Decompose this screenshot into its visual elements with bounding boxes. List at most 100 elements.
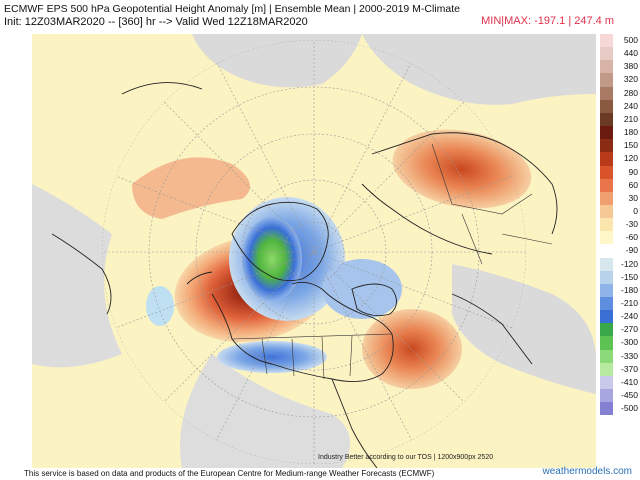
positive-anomaly-north-pacific-arc [132, 157, 250, 219]
legend-label: 500 [623, 35, 638, 45]
legend-label: 30 [628, 192, 638, 203]
legend-row: 150 [600, 139, 640, 153]
coastlines [51, 82, 558, 468]
legend-row: -300 [600, 336, 640, 350]
legend-row: -240 [600, 310, 640, 324]
legend-row: -210 [600, 297, 640, 311]
legend-label: -150 [620, 271, 638, 282]
legend-label: -120 [620, 258, 638, 269]
legend-swatch [600, 218, 613, 232]
legend-swatch [600, 34, 613, 48]
legend-label: -300 [620, 337, 638, 348]
legend-label: -370 [620, 363, 638, 374]
legend-swatch [600, 73, 613, 87]
polar-anomaly-map [32, 34, 596, 468]
lat-lon-grid [102, 40, 526, 464]
legend-swatch [600, 297, 613, 311]
legend-row: -60 [600, 231, 640, 245]
legend-label: -410 [620, 376, 638, 387]
legend-swatch [600, 165, 613, 179]
footer-attribution: This service is based on data and produc… [24, 469, 435, 478]
legend-swatch [600, 362, 613, 376]
legend-swatch [600, 99, 613, 113]
legend-label: 120 [623, 153, 638, 164]
legend-row: -150 [600, 270, 640, 284]
legend-swatch [600, 231, 613, 245]
legend-swatch [600, 139, 613, 153]
legend-label: -60 [625, 232, 638, 243]
legend-swatch [600, 152, 613, 166]
legend-row: 440 [600, 47, 640, 61]
legend-label: -210 [620, 298, 638, 309]
legend-row: -370 [600, 362, 640, 376]
legend-swatch [600, 60, 613, 74]
legend-row: -270 [600, 323, 640, 337]
legend-label: -330 [620, 350, 638, 361]
legend-label: 60 [628, 179, 638, 190]
legend-row: 0 [600, 204, 640, 219]
legend-label: 240 [623, 100, 638, 111]
negative-anomaly-east-pacific [146, 286, 174, 326]
legend-row: -180 [600, 283, 640, 298]
borders [231, 143, 553, 380]
legend-label: 210 [623, 113, 638, 124]
legend-row: -330 [600, 349, 640, 363]
legend-swatch [600, 244, 613, 258]
legend-row: 320 [600, 73, 640, 87]
legend-row: -450 [600, 389, 640, 403]
legend-swatch [600, 126, 613, 140]
footer-brand-link[interactable]: weathermodels.com [542, 466, 632, 477]
legend-row: 180 [600, 126, 640, 140]
legend-row: 210 [600, 112, 640, 127]
legend-label: 150 [623, 140, 638, 151]
legend-swatch [600, 323, 613, 337]
positive-anomaly-east-us [362, 309, 462, 389]
map-credit: Industry Better according to our TOS | 1… [318, 454, 494, 461]
legend-row: 280 [600, 86, 640, 100]
legend-label: 280 [623, 87, 638, 98]
legend-row: -120 [600, 257, 640, 271]
legend-row: -410 [600, 375, 640, 390]
legend-label: -90 [625, 245, 638, 256]
legend-label: 180 [623, 127, 638, 138]
legend-label: 0 [633, 205, 638, 216]
legend-row: 240 [600, 99, 640, 113]
negative-anomaly-central-us [217, 341, 327, 373]
legend-swatch [600, 178, 613, 192]
legend-swatch [600, 270, 613, 284]
chart-title: ECMWF EPS 500 hPa Geopotential Height An… [4, 3, 461, 15]
color-scale-legend: 500 440 380 320 280 240 210 180 150 120 90 60 30 0 -30… [600, 34, 640, 468]
legend-swatch [600, 112, 613, 127]
legend-label: -450 [620, 390, 638, 401]
legend-swatch [600, 375, 613, 390]
legend-row: 60 [600, 178, 640, 192]
legend-swatch [600, 47, 613, 61]
legend-swatch [600, 310, 613, 324]
legend-label: 90 [628, 166, 638, 177]
init-valid-time: Init: 12Z03MAR2020 -- [360] hr --> Valid… [4, 16, 308, 28]
min-max-readout: MIN|MAX: -197.1 | 247.4 m [481, 15, 614, 27]
negative-anomaly-core [242, 217, 302, 301]
legend-label: -240 [620, 311, 638, 322]
legend-label: 380 [623, 61, 638, 72]
legend-swatch [600, 349, 613, 363]
legend-label: -270 [620, 324, 638, 335]
legend-row: 30 [600, 191, 640, 205]
legend-swatch [600, 283, 613, 298]
legend-swatch [600, 389, 613, 403]
legend-row: -30 [600, 218, 640, 232]
legend-swatch [600, 336, 613, 350]
legend-label: 320 [623, 74, 638, 85]
legend-row: -500 [600, 402, 640, 416]
positive-anomaly-eurasia [392, 129, 532, 209]
legend-swatch [600, 204, 613, 219]
legend-row: 500 [600, 34, 640, 48]
legend-row: 90 [600, 165, 640, 179]
legend-row: -90 [600, 244, 640, 258]
legend-label: -180 [620, 284, 638, 295]
legend-swatch [600, 86, 613, 100]
neutral-anomaly-regions [32, 34, 596, 468]
legend-label: 440 [623, 48, 638, 59]
legend-label: -30 [625, 219, 638, 230]
legend-swatch [600, 191, 613, 205]
